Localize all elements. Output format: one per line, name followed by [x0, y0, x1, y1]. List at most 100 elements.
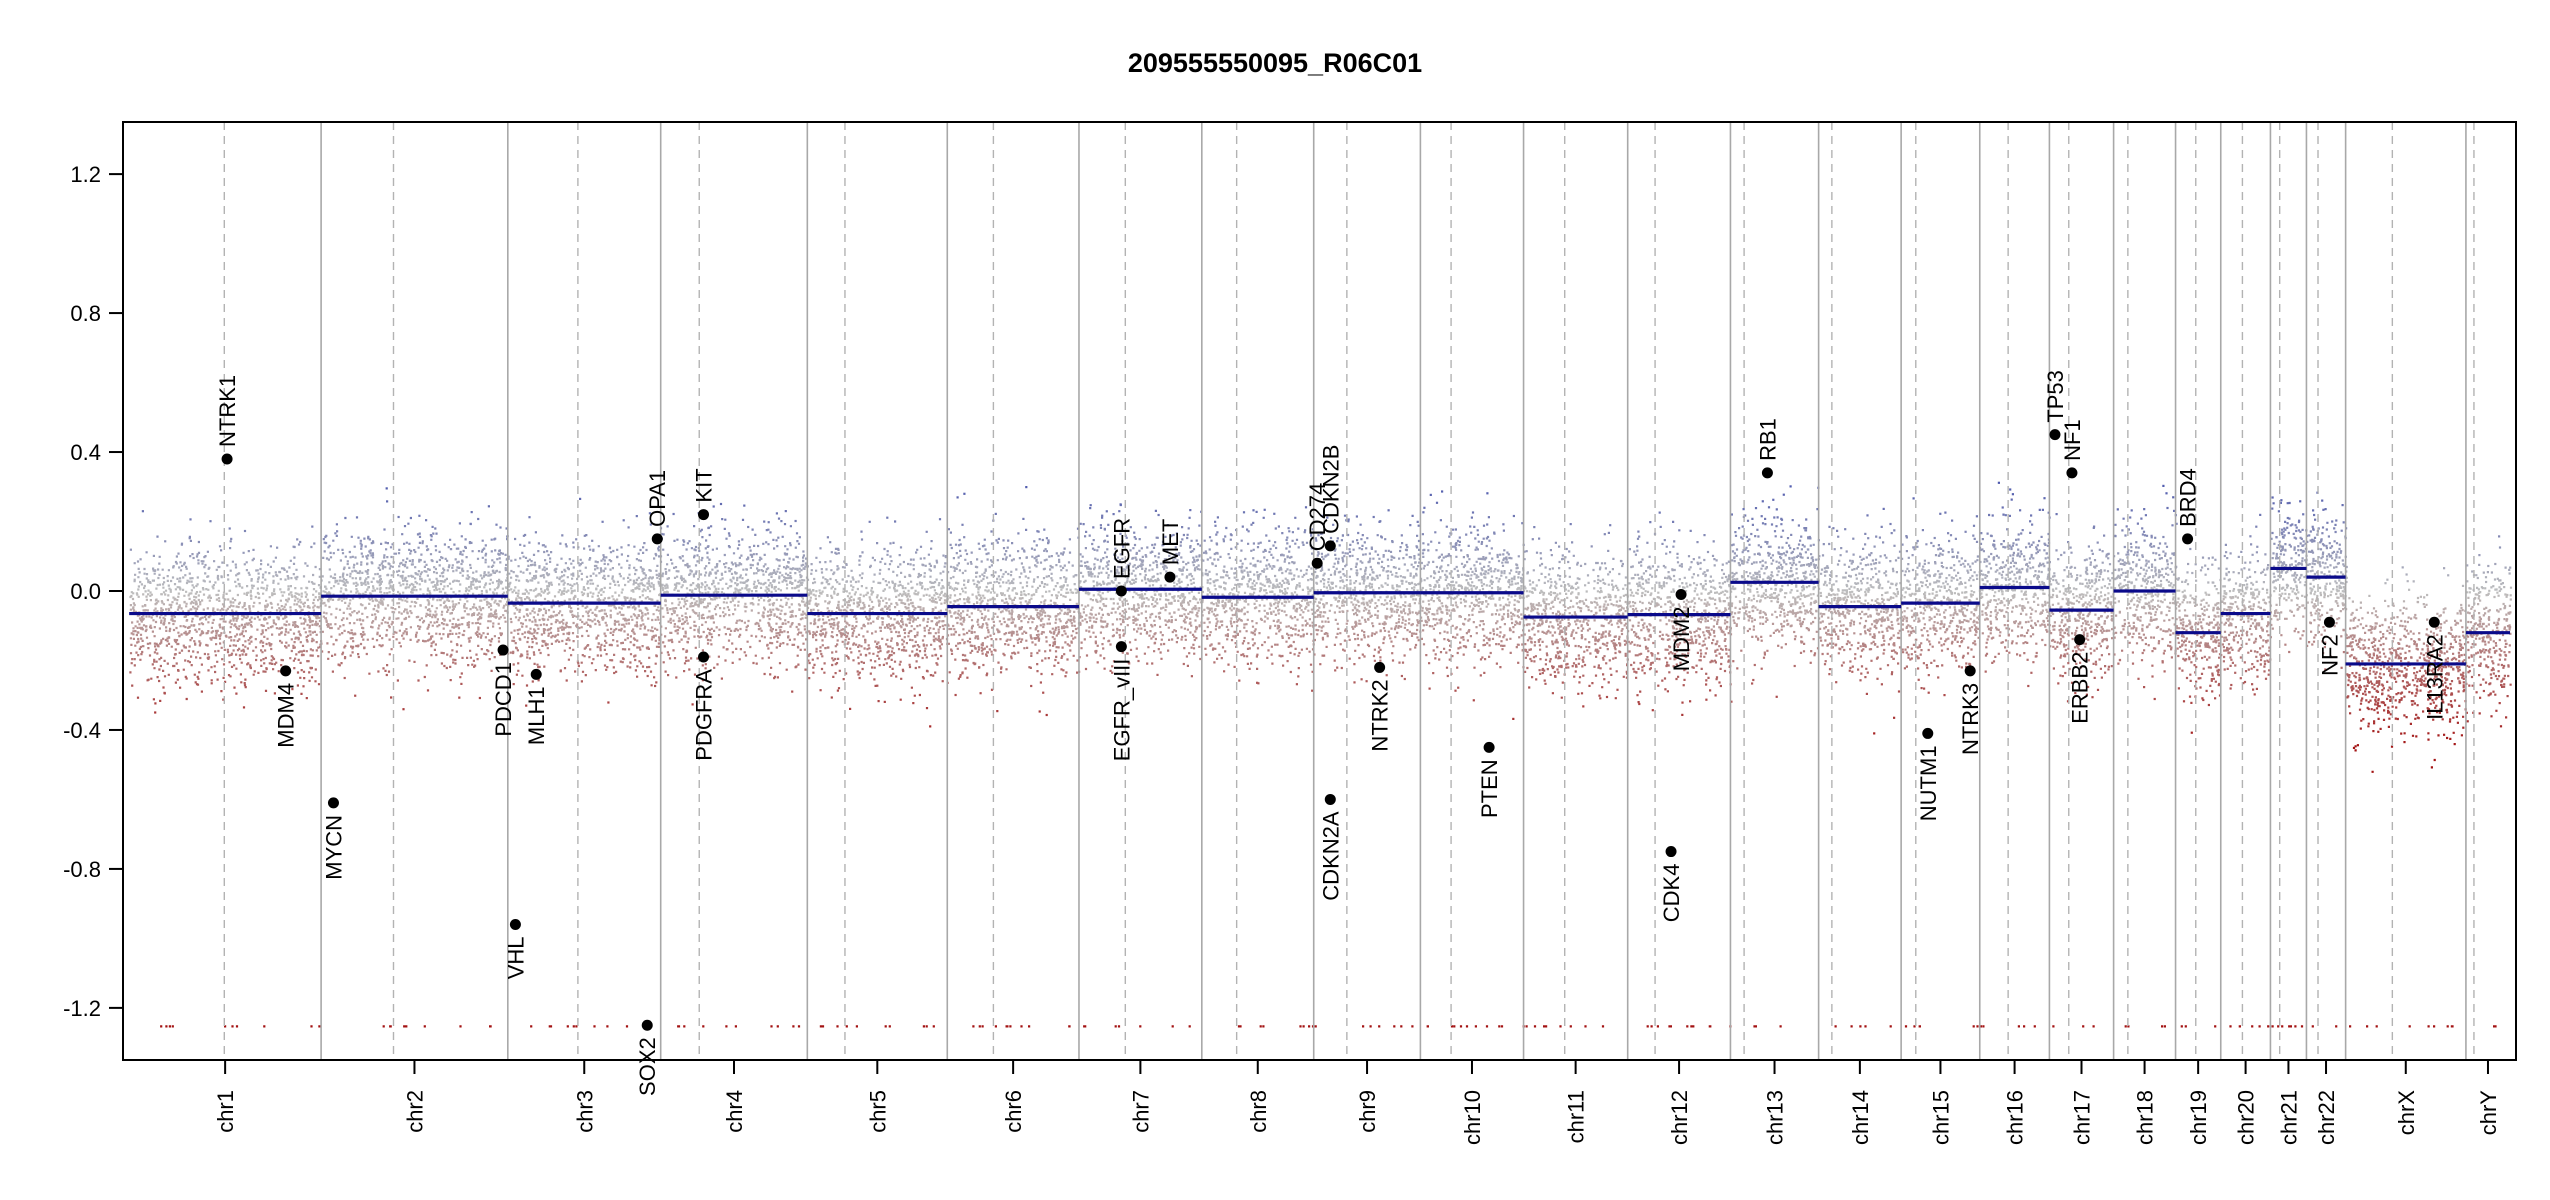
probe-points-chr9: [1387, 509, 1390, 512]
probe-points-chr2: [329, 555, 468, 559]
probe-points-chr10: [1480, 610, 1520, 613]
probe-points-chr5: [860, 538, 864, 541]
probe-points-chr15: [1956, 578, 1975, 582]
probe-points-chr2: [324, 535, 509, 539]
probe-points-chr1: [229, 569, 232, 572]
probe-points-chr5: [814, 603, 910, 607]
probe-points-chr2: [487, 505, 490, 508]
probe-points-chr6: [1033, 540, 1036, 543]
probe-points-chr16: [1988, 513, 2007, 517]
probe-points-chr2: [418, 514, 421, 517]
probe-points-chr9: [1378, 646, 1417, 649]
gene-label-EGFR_vIII: EGFR_vIII: [1109, 659, 1134, 762]
probe-points-chr2: [477, 517, 480, 521]
probe-points-chr5: [841, 565, 936, 569]
probe-points-chr8: [1234, 612, 1280, 615]
probe-points-chr18: [2137, 618, 2178, 622]
probe-points-chr20: [2225, 608, 2266, 612]
probe-points-chr15: [1918, 645, 1961, 648]
probe-points-chr6: [951, 587, 1015, 590]
probe-points-chr12: [1642, 626, 1729, 630]
probe-points-chr20: [2225, 567, 2228, 570]
probe-points-chr2: [470, 511, 473, 514]
probe-points-chr11: [1582, 673, 1613, 677]
probe-points-chrY: [2487, 694, 2490, 697]
probe-points-chr21: [2291, 523, 2297, 527]
probe-points-chr14: [1877, 578, 1880, 581]
probe-points-chr10: [1499, 666, 1525, 669]
probe-points-chr2: [355, 516, 359, 519]
probe-points-chr2: [325, 620, 471, 624]
probe-points-chr14: [1859, 679, 1862, 682]
probe-points-chr7: [1134, 618, 1137, 621]
probe-points-chrY: [2478, 619, 2508, 622]
probe-points-chr5: [810, 590, 943, 594]
probe-points-chr7: [1192, 643, 1195, 646]
probe-points-chr9: [1326, 634, 1414, 638]
probe-points-chr17: [2094, 660, 2097, 663]
probe-points-chrY: [2497, 663, 2500, 666]
probe-points-chr9: [1315, 628, 1419, 632]
probe-points-chr11: [1555, 638, 1601, 642]
probe-points-chr1: [190, 655, 211, 659]
probe-points-chrY: [2492, 690, 2495, 693]
probe-points-chrX: [2349, 627, 2438, 630]
probe-points-chr7: [1154, 555, 1157, 558]
probe-points-chrY: [2498, 546, 2502, 549]
probe-points-chr13: [1732, 660, 1735, 663]
probe-points-chr17: [2064, 612, 2081, 615]
probe-points-chr11: [1541, 619, 1620, 623]
probe-points-chr1: [180, 542, 184, 545]
probe-points-chr13: [1747, 550, 1750, 553]
probe-points-chrX: [2447, 574, 2450, 577]
probe-points-chrX: [2388, 717, 2420, 720]
probe-points-chr12: [1663, 539, 1666, 542]
probe-points-chr17: [2054, 647, 2098, 650]
probe-points-chr8: [1310, 533, 1313, 536]
probe-points-chr18: [2147, 592, 2175, 596]
probe-points-chr2: [410, 549, 501, 553]
probe-points-chr4: [662, 533, 757, 537]
probe-points-chr11: [1544, 662, 1629, 666]
probe-points-chr8: [1219, 585, 1298, 589]
probe-points-chr10: [1426, 1025, 1525, 1028]
probe-points-chr14: [1822, 542, 1831, 546]
probe-points-chrX: [2387, 706, 2398, 709]
x-tick-label-chr18: chr18: [2133, 1090, 2158, 1145]
probe-points-chr12: [1657, 684, 1660, 687]
probe-points-chrX: [2349, 749, 2454, 1028]
probe-points-chr10: [1433, 639, 1491, 642]
probe-points-chr21: [2278, 597, 2299, 600]
probe-points-chr3: [523, 544, 526, 547]
probe-points-chr2: [440, 651, 510, 655]
probe-points-chr14: [1820, 572, 1861, 575]
probe-points-chr5: [860, 530, 928, 533]
probe-points-chr21: [2302, 615, 2305, 618]
probe-points-chr17: [2076, 574, 2082, 577]
probe-points-chr2: [495, 523, 498, 526]
probe-points-chr20: [2245, 586, 2248, 589]
probe-points-chr14: [1826, 600, 1861, 603]
probe-points-chr21: [2285, 583, 2306, 587]
probe-points-chr18: [2133, 625, 2160, 629]
probe-points-chr5: [940, 587, 943, 590]
probe-points-chr17: [2068, 591, 2110, 595]
probe-points-chrX: [2356, 624, 2404, 628]
probe-points-chr13: [1751, 682, 1754, 685]
probe-points-chr2: [337, 627, 460, 631]
probe-points-chr3: [534, 623, 638, 627]
probe-points-chr1: [144, 604, 322, 608]
probe-points-chrY: [2481, 640, 2495, 643]
probe-points-chr5: [837, 567, 840, 570]
probe-points-chr8: [1256, 681, 1259, 684]
probe-points-chr20: [2225, 573, 2267, 577]
probe-points-chr5: [819, 689, 822, 692]
probe-points-chr4: [682, 559, 805, 562]
probe-points-chr15: [1916, 566, 1919, 569]
probe-points-chr5: [860, 585, 944, 588]
probe-points-chr9: [1334, 570, 1390, 573]
probe-points-chr13: [1781, 584, 1805, 588]
probe-points-chr16: [2032, 566, 2035, 569]
probe-points-chr6: [997, 661, 1060, 664]
probe-points-chr13: [1733, 551, 1802, 556]
